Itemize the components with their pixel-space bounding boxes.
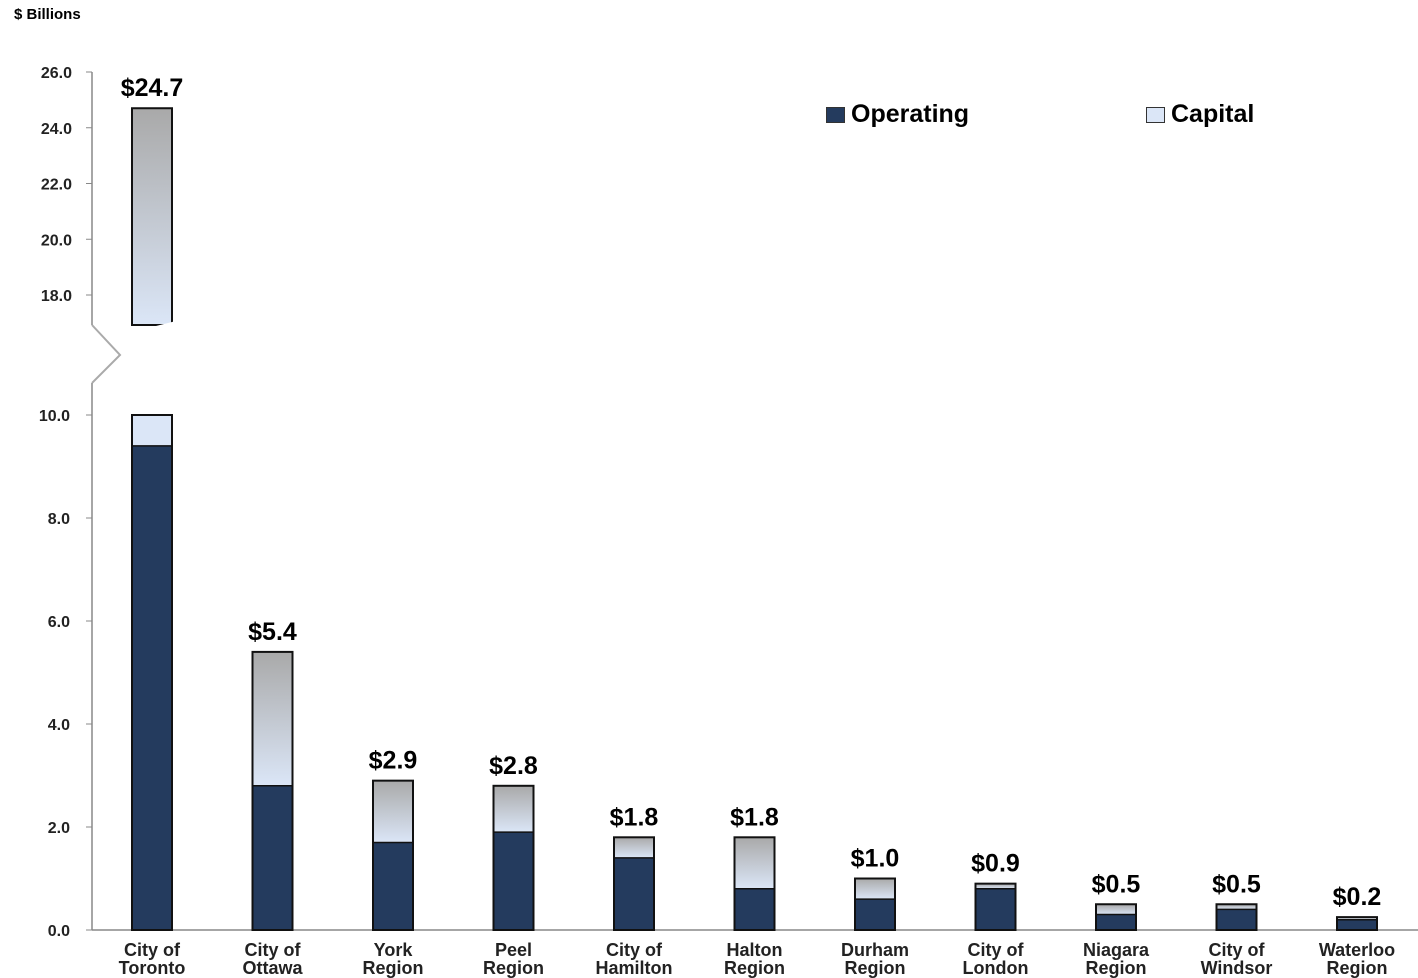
x-tick-label: Region bbox=[363, 958, 424, 978]
bar-operating bbox=[1337, 919, 1377, 930]
bar-outline bbox=[251, 650, 294, 932]
bar-operating bbox=[1096, 914, 1136, 930]
data-label: $0.5 bbox=[1212, 870, 1261, 898]
x-tick-label: London bbox=[963, 958, 1029, 978]
operating-swatch bbox=[826, 106, 845, 123]
bar-capital bbox=[132, 108, 172, 325]
bar-operating bbox=[1216, 909, 1257, 930]
bar-capital bbox=[855, 878, 895, 900]
bar-capital bbox=[1337, 917, 1377, 920]
bar-outline bbox=[974, 882, 1017, 932]
data-label: $0.9 bbox=[971, 850, 1020, 878]
y-tick-label: 24.0 bbox=[41, 121, 72, 138]
data-label: $5.4 bbox=[248, 618, 297, 646]
y-tick-label: 22.0 bbox=[41, 177, 72, 194]
bar-operating bbox=[614, 857, 654, 930]
x-tick-label: Hamilton bbox=[595, 958, 672, 978]
x-tick-label: City of bbox=[245, 940, 302, 960]
data-label: $2.8 bbox=[489, 752, 538, 780]
data-label: $2.9 bbox=[369, 747, 418, 775]
x-tick-label: Region bbox=[1086, 958, 1147, 978]
x-tick-label: City of bbox=[968, 940, 1025, 960]
bar-outline bbox=[131, 414, 173, 931]
y-tick-label: 2.0 bbox=[48, 820, 70, 837]
bar-outline bbox=[854, 877, 896, 931]
bar-capital bbox=[493, 785, 534, 833]
bar-operating bbox=[855, 899, 895, 930]
bar-capital bbox=[1096, 904, 1136, 915]
bar-capital bbox=[252, 651, 293, 786]
bar-capital bbox=[132, 415, 172, 446]
y-tick-label: 0.0 bbox=[48, 923, 70, 940]
x-tick-label: Windsor bbox=[1201, 958, 1273, 978]
bar-outline bbox=[1095, 903, 1137, 931]
x-tick-label: Halton bbox=[727, 940, 783, 960]
bar-outline bbox=[131, 107, 173, 326]
x-tick-label: York bbox=[374, 940, 414, 960]
legend-capital-label: Capital bbox=[1171, 100, 1255, 128]
bar-outline bbox=[1336, 916, 1378, 931]
y-tick-label: 10.0 bbox=[39, 408, 70, 425]
data-label: $24.7 bbox=[121, 74, 184, 102]
bar-capital bbox=[614, 837, 654, 858]
bar-capital bbox=[734, 837, 775, 889]
data-label: $0.2 bbox=[1333, 883, 1382, 911]
axis-break-mark bbox=[91, 324, 122, 384]
x-tick-label: Region bbox=[724, 958, 785, 978]
bar-break-gap bbox=[128, 321, 176, 359]
data-label: $1.8 bbox=[730, 803, 779, 831]
bar-outline bbox=[613, 836, 655, 931]
x-tick-label: City of bbox=[124, 940, 181, 960]
bar-operating bbox=[734, 888, 775, 930]
x-tick-label: Waterloo bbox=[1319, 940, 1395, 960]
unit-label: $ Billions bbox=[14, 6, 81, 23]
legend-item-operating: Operating bbox=[826, 100, 969, 129]
y-tick-label: 26.0 bbox=[41, 65, 72, 82]
x-tick-label: Region bbox=[1327, 958, 1388, 978]
y-tick-label: 6.0 bbox=[48, 614, 70, 631]
data-label: $1.8 bbox=[610, 803, 659, 831]
legend-item-capital: Capital bbox=[1146, 100, 1254, 129]
bar-operating bbox=[975, 888, 1016, 930]
bar-outline bbox=[1215, 903, 1258, 931]
x-tick-label: Ottawa bbox=[242, 958, 303, 978]
y-tick-label: 20.0 bbox=[41, 232, 72, 249]
x-tick-label: Region bbox=[483, 958, 544, 978]
x-tick-label: City of bbox=[606, 940, 663, 960]
y-tick-label: 8.0 bbox=[48, 511, 70, 528]
bar-outline bbox=[492, 784, 535, 931]
bar-operating bbox=[373, 842, 413, 930]
x-tick-label: Region bbox=[845, 958, 906, 978]
bar-capital bbox=[373, 780, 413, 843]
x-tick-label: Peel bbox=[495, 940, 532, 960]
y-tick-label: 4.0 bbox=[48, 717, 70, 734]
bar-operating bbox=[493, 832, 534, 930]
bar-outline bbox=[372, 779, 414, 932]
data-label: $0.5 bbox=[1092, 870, 1141, 898]
bar-capital bbox=[1216, 904, 1257, 910]
x-tick-label: Durham bbox=[841, 940, 909, 960]
x-tick-label: Toronto bbox=[119, 958, 186, 978]
bar-operating bbox=[252, 785, 293, 930]
data-label: $1.0 bbox=[851, 845, 900, 873]
bar-capital bbox=[975, 883, 1016, 889]
bar-operating bbox=[132, 445, 172, 930]
y-tick-label: 18.0 bbox=[41, 288, 72, 305]
legend-operating-label: Operating bbox=[851, 100, 970, 128]
x-tick-label: Niagara bbox=[1083, 940, 1150, 960]
x-tick-label: City of bbox=[1209, 940, 1266, 960]
capital-swatch bbox=[1146, 106, 1165, 123]
bar-outline bbox=[733, 836, 776, 931]
